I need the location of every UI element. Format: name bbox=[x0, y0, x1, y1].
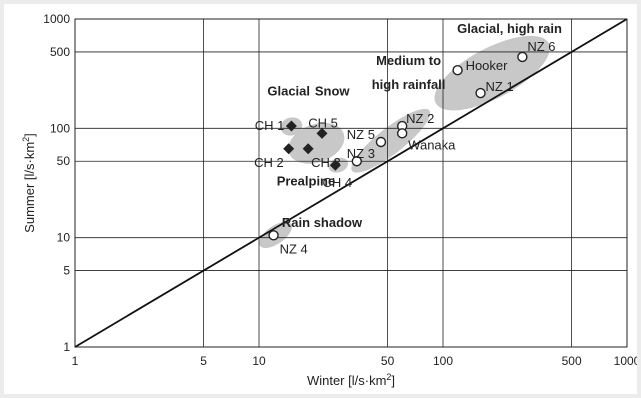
y-tick-label-1: 5 bbox=[63, 264, 70, 278]
group-labels: Glacial Snow Prealpine Medium to high rainfa… bbox=[267, 21, 562, 230]
label-nz-6: NZ 6 bbox=[527, 39, 555, 54]
point-nz-3 bbox=[351, 156, 362, 167]
label-wanaka: Wanaka bbox=[408, 137, 456, 152]
group-label-prealpine: Prealpine bbox=[277, 174, 336, 189]
x-tick-label-5: 500 bbox=[562, 354, 582, 368]
label-ch-5: CH 5 bbox=[308, 115, 338, 130]
point-hooker bbox=[452, 65, 463, 76]
region-snow bbox=[288, 122, 345, 164]
label-nz-2: NZ 2 bbox=[406, 111, 434, 126]
point-nz-4 bbox=[268, 230, 279, 241]
point-nz-6 bbox=[517, 51, 528, 63]
label-nz-1: NZ 1 bbox=[486, 79, 514, 94]
x-tick-label-2: 10 bbox=[252, 354, 266, 368]
point-ch-2 bbox=[283, 143, 295, 155]
group-label-glacial: Glacial bbox=[267, 83, 310, 98]
y-tick-label-5: 500 bbox=[50, 45, 70, 59]
point-labels: CH 1 CH 5 CH 2 CH 3 CH 4 NZ 3 NZ 5 NZ 2 Wanaka NZ… bbox=[254, 39, 555, 256]
y-tick-label-4: 100 bbox=[50, 121, 70, 135]
x-tick-label-1: 5 bbox=[200, 354, 207, 368]
point-nz-5 bbox=[375, 136, 387, 148]
label-nz-3: NZ 3 bbox=[347, 146, 375, 161]
data-points bbox=[268, 51, 528, 241]
point-ch-5 bbox=[316, 127, 328, 139]
x-tick-label-3: 50 bbox=[381, 354, 395, 368]
plot-border bbox=[74, 18, 628, 348]
label-ch-3: CH 3 bbox=[311, 155, 341, 170]
point-ch-4 bbox=[329, 159, 341, 171]
label-nz-4: NZ 4 bbox=[280, 241, 308, 256]
x-tick-label-6: 1000 bbox=[614, 354, 637, 368]
scatter-chart: 15105010050010001510501005001000 CH 1CH … bbox=[21, 12, 637, 388]
label-ch-4: CH 4 bbox=[323, 175, 353, 190]
point-ch-1 bbox=[285, 120, 297, 132]
label-nz-5: NZ 5 bbox=[347, 127, 375, 142]
point-nz-1 bbox=[475, 87, 486, 99]
x-axis-title: Winter [l/s·km2] bbox=[307, 372, 395, 388]
label-ch-2: CH 2 bbox=[254, 155, 284, 170]
y-axis-title: Summer [l/s·km2] bbox=[21, 133, 37, 233]
group-label-high-rainfall: high rainfall bbox=[372, 77, 446, 92]
y-tick-label-6: 1000 bbox=[43, 12, 70, 26]
region-medium-rainfall bbox=[351, 108, 431, 173]
group-label-medium: Medium to bbox=[376, 53, 441, 68]
y-tick-label-3: 50 bbox=[57, 154, 71, 168]
group-label-glacial-high-rain: Glacial, high rain bbox=[457, 21, 562, 36]
tick-labels: 1 5 10 50 100 500 1000 1 5 10 50 100 500 1000 bbox=[43, 12, 637, 368]
point-wanaka bbox=[396, 128, 408, 139]
label-hooker: Hooker bbox=[466, 58, 509, 73]
group-label-snow: Snow bbox=[315, 83, 351, 98]
y-tick-label-2: 10 bbox=[57, 231, 71, 245]
x-tick-label-4: 100 bbox=[433, 354, 453, 368]
x-tick-label-0: 1 bbox=[72, 354, 79, 368]
y-tick-label-0: 1 bbox=[63, 340, 70, 354]
group-label-rain-shadow: Rain shadow bbox=[282, 215, 363, 230]
chart-frame: 15105010050010001510501005001000 CH 1CH … bbox=[4, 4, 637, 394]
point-ch-3 bbox=[302, 143, 314, 155]
identity-line bbox=[74, 18, 628, 348]
label-ch-1: CH 1 bbox=[255, 118, 285, 133]
